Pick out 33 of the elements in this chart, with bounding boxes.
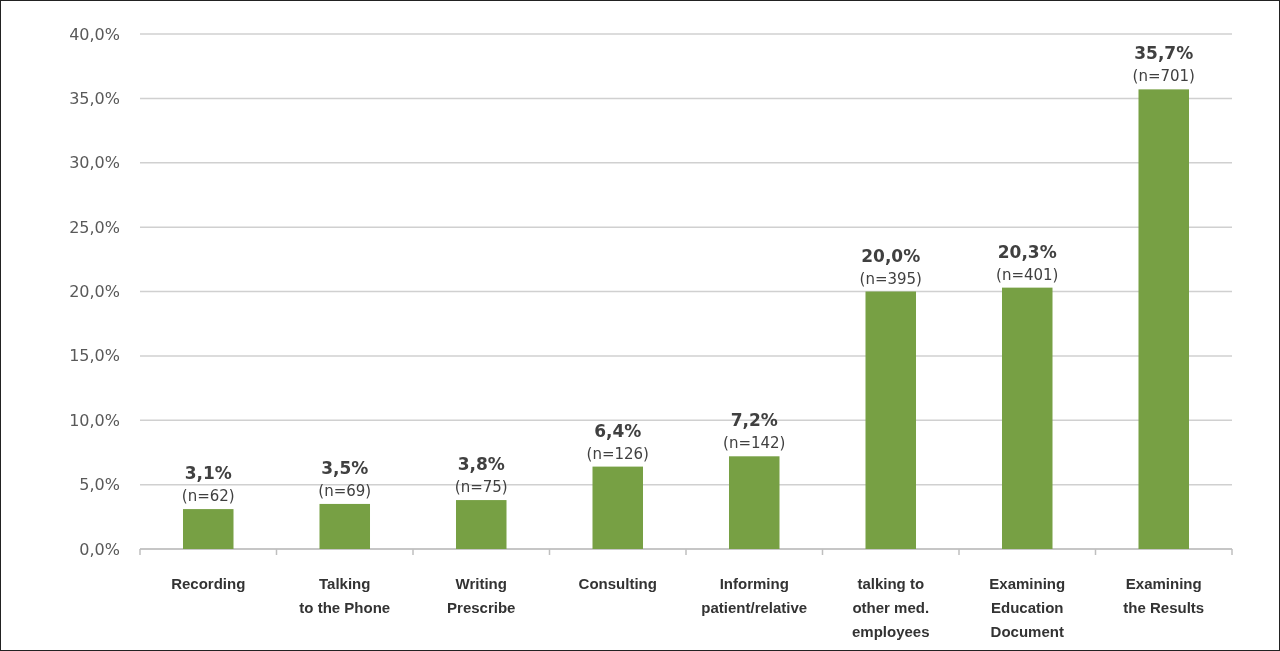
data-label: 7,2% (n=142) (723, 410, 786, 453)
data-label: 20,3% (n=401) (996, 241, 1059, 284)
x-tick-label: Talking to the Phone (299, 575, 391, 616)
x-tick-label: Consulting (578, 575, 657, 592)
data-label: 20,0% (n=395) (859, 245, 922, 288)
y-tick-label: 40,0% (69, 24, 120, 44)
y-tick-label: 30,0% (69, 153, 120, 173)
bar (183, 509, 234, 549)
y-tick-label: 10,0% (69, 410, 120, 430)
y-tick-label: 15,0% (69, 346, 120, 366)
x-tick-label: Examining the Results (1123, 575, 1205, 616)
data-label: 3,5% (n=69) (318, 457, 372, 500)
y-tick-label: 5,0% (79, 475, 120, 495)
bar (1002, 287, 1053, 549)
y-tick-label: 20,0% (69, 282, 120, 302)
bar (592, 466, 643, 549)
x-tick-label: Informing patient/relative (701, 575, 808, 616)
x-tick-label: talking to other med. employees (851, 575, 930, 640)
bar (865, 291, 916, 549)
bar (729, 456, 780, 549)
bar (319, 503, 370, 549)
x-tick-label: Recording (171, 575, 246, 592)
bar (456, 500, 507, 549)
y-tick-label: 25,0% (69, 217, 120, 237)
data-label: 6,4% (n=126) (586, 420, 649, 463)
bar (1138, 89, 1190, 549)
data-label: 35,7% (n=701) (1132, 43, 1195, 86)
y-tick-label: 0,0% (79, 539, 120, 559)
data-label: 3,8% (n=75) (454, 454, 508, 497)
data-label: 3,1% (n=62) (181, 463, 235, 506)
x-tick-label: Writing Prescribe (447, 575, 516, 616)
y-tick-label: 35,0% (69, 88, 120, 108)
x-tick-label: Examining Education Document (989, 575, 1066, 640)
